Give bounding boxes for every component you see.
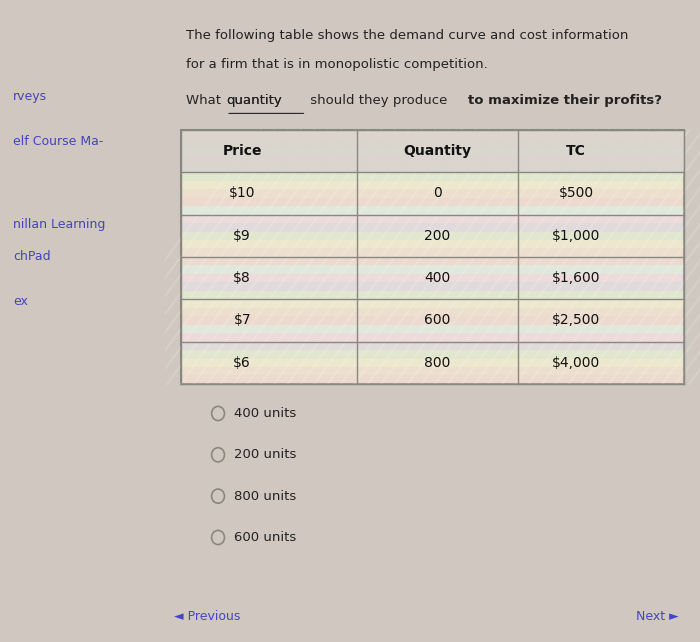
FancyBboxPatch shape [181,206,684,214]
FancyBboxPatch shape [181,317,684,325]
Text: chPad: chPad [13,250,51,263]
Text: Quantity: Quantity [403,144,471,158]
FancyBboxPatch shape [181,333,684,342]
FancyBboxPatch shape [181,214,684,223]
Text: $7: $7 [233,313,251,327]
FancyBboxPatch shape [181,308,684,317]
FancyBboxPatch shape [181,248,684,257]
FancyBboxPatch shape [181,282,684,291]
Text: $2,500: $2,500 [552,313,600,327]
Text: nillan Learning: nillan Learning [13,218,106,231]
Text: TC: TC [566,144,586,158]
Text: 600: 600 [424,313,451,327]
FancyBboxPatch shape [181,130,684,139]
FancyBboxPatch shape [181,265,684,274]
FancyBboxPatch shape [181,274,684,282]
Text: quantity: quantity [226,94,282,107]
Text: The following table shows the demand curve and cost information: The following table shows the demand cur… [186,29,629,42]
Text: 400: 400 [424,271,450,285]
Text: $500: $500 [559,186,594,200]
Text: rveys: rveys [13,90,48,103]
FancyBboxPatch shape [181,342,684,350]
Text: $4,000: $4,000 [552,356,600,370]
Text: Next ►: Next ► [636,610,678,623]
FancyBboxPatch shape [181,223,684,232]
FancyBboxPatch shape [181,299,684,308]
FancyBboxPatch shape [181,147,684,155]
FancyBboxPatch shape [181,189,684,198]
Text: $1,600: $1,600 [552,271,600,285]
FancyBboxPatch shape [181,358,684,367]
Text: Price: Price [223,144,262,158]
FancyBboxPatch shape [181,155,684,164]
Text: 800: 800 [424,356,451,370]
FancyBboxPatch shape [181,130,684,172]
Text: 200 units: 200 units [234,448,297,462]
Text: ex: ex [13,295,28,308]
FancyBboxPatch shape [181,164,684,172]
FancyBboxPatch shape [181,198,684,206]
FancyBboxPatch shape [181,325,684,333]
Text: $9: $9 [233,229,251,243]
FancyBboxPatch shape [181,367,684,376]
Text: $1,000: $1,000 [552,229,600,243]
FancyBboxPatch shape [181,376,684,384]
Text: quantity: quantity [226,94,282,107]
Text: $6: $6 [233,356,251,370]
Text: 800 units: 800 units [234,490,296,503]
Text: 0: 0 [433,186,442,200]
Text: elf Course Ma-: elf Course Ma- [13,135,104,148]
Text: 400 units: 400 units [234,407,296,420]
FancyBboxPatch shape [181,350,684,358]
Text: should they produce: should they produce [307,94,452,107]
Text: $10: $10 [229,186,256,200]
FancyBboxPatch shape [181,291,684,299]
Text: to maximize their profits?: to maximize their profits? [468,94,662,107]
FancyBboxPatch shape [181,257,684,265]
FancyBboxPatch shape [181,130,684,384]
FancyBboxPatch shape [181,172,684,181]
Text: 600 units: 600 units [234,531,296,544]
Text: $8: $8 [233,271,251,285]
FancyBboxPatch shape [181,139,684,147]
Text: ◄ Previous: ◄ Previous [174,610,241,623]
FancyBboxPatch shape [181,181,684,189]
FancyBboxPatch shape [181,232,684,240]
FancyBboxPatch shape [181,240,684,248]
Text: 200: 200 [424,229,450,243]
Text: What: What [186,94,225,107]
Text: for a firm that is in monopolistic competition.: for a firm that is in monopolistic compe… [186,58,488,71]
